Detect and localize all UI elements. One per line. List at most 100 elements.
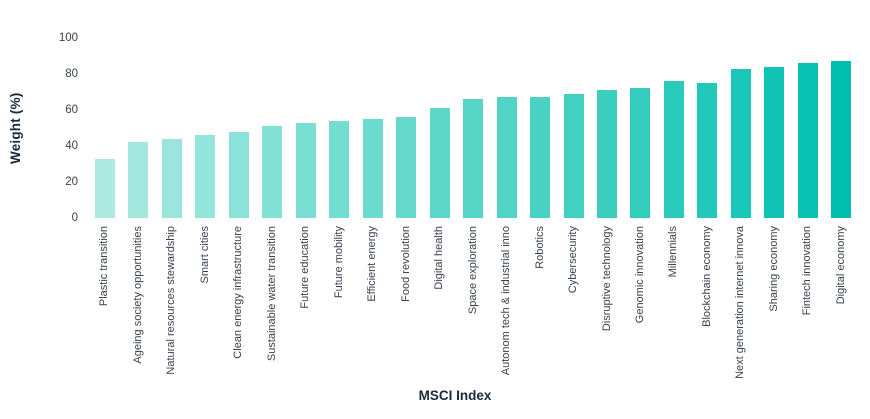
bar-food-revolution: [396, 117, 417, 218]
y-tick-label: 60: [65, 104, 78, 116]
bar-slot: [389, 38, 422, 218]
y-tick-label: 100: [58, 32, 78, 44]
x-tick-label: Natural resources stewardship: [165, 226, 178, 375]
bar-slot: [758, 38, 791, 218]
x-label-slot: Ageing society opportunities: [121, 226, 154, 386]
bar-slot: [322, 38, 355, 218]
bar-slot: [423, 38, 456, 218]
plot-area: [88, 38, 858, 218]
y-tick-label: 80: [65, 68, 78, 80]
x-axis-labels: Plastic transition Ageing society opportu…: [88, 226, 858, 386]
bar-genomic-innovation: [630, 88, 651, 218]
x-label-slot: Smart cities: [188, 226, 221, 386]
bar-slot: [825, 38, 858, 218]
bar-clean-energy-infrastructure: [228, 131, 249, 218]
x-label-slot: Sharing economy: [758, 226, 791, 386]
x-label-slot: Robotics: [523, 226, 556, 386]
x-tick-label: Clean energy infrastructure: [232, 226, 245, 359]
bar-slot: [791, 38, 824, 218]
x-tick-label: Robotics: [533, 226, 546, 269]
bar-space-exploration: [463, 99, 484, 218]
x-label-slot: Disruptive technology: [590, 226, 623, 386]
bar-slot: [289, 38, 322, 218]
bar-slot: [222, 38, 255, 218]
bar-slot: [557, 38, 590, 218]
x-label-slot: Cybersecurity: [557, 226, 590, 386]
bar-slot: [356, 38, 389, 218]
bar-slot: [88, 38, 121, 218]
bar-sharing-economy: [764, 66, 785, 218]
bar-slot: [523, 38, 556, 218]
y-tick-label: 0: [71, 212, 78, 224]
x-label-slot: Space exploration: [456, 226, 489, 386]
x-tick-label: Next generation internet innova: [734, 226, 747, 379]
bar-robotics: [530, 97, 551, 218]
x-label-slot: Millennials: [657, 226, 690, 386]
bar-future-education: [295, 122, 316, 218]
bar-cybersecurity: [563, 93, 584, 218]
bar-millennials: [663, 81, 684, 218]
bar-plastic-transition: [94, 158, 115, 218]
bar-slot: [456, 38, 489, 218]
x-axis-title: MSCI Index: [418, 388, 492, 403]
x-label-slot: Autonom tech & industrial inno: [490, 226, 523, 386]
bar-ageing-society-opportunities: [128, 142, 149, 218]
x-tick-label: Blockchain economy: [700, 226, 713, 327]
bar-sustainable-water-transition: [262, 126, 283, 218]
x-tick-label: Fintech innovation: [801, 226, 814, 316]
x-tick-label: Millennials: [667, 226, 680, 278]
x-label-slot: Clean energy infrastructure: [222, 226, 255, 386]
x-tick-label: Sustainable water transition: [265, 226, 278, 362]
x-label-slot: Fintech innovation: [791, 226, 824, 386]
x-label-slot: Sustainable water transition: [255, 226, 288, 386]
bar-slot: [590, 38, 623, 218]
x-label-slot: Food revolution: [389, 226, 422, 386]
bar-slot: [155, 38, 188, 218]
x-label-slot: Future mobility: [322, 226, 355, 386]
x-tick-label: Food revolution: [399, 226, 412, 302]
x-tick-label: Disruptive technology: [600, 226, 613, 332]
bar-future-mobility: [329, 120, 350, 218]
x-tick-label: Plastic transition: [98, 226, 111, 307]
bar-slot: [490, 38, 523, 218]
x-tick-label: Space exploration: [466, 226, 479, 315]
x-label-slot: Future education: [289, 226, 322, 386]
bar-natural-resources-stewardship: [161, 138, 182, 218]
bar-slot: [691, 38, 724, 218]
x-tick-label: Digital economy: [834, 226, 847, 305]
bar-efficient-energy: [362, 119, 383, 218]
y-tick-label: 40: [65, 140, 78, 152]
x-label-slot: Digital health: [423, 226, 456, 386]
bar-slot: [188, 38, 221, 218]
bar-slot: [255, 38, 288, 218]
x-tick-label: Smart cities: [198, 226, 211, 284]
bar-blockchain-economy: [697, 83, 718, 218]
y-axis-title: Weight (%): [8, 92, 23, 164]
y-tick-label: 20: [65, 176, 78, 188]
x-label-slot: Digital economy: [825, 226, 858, 386]
x-tick-label: Digital health: [433, 226, 446, 290]
bar-digital-economy: [831, 61, 852, 218]
x-tick-label: Future mobility: [332, 226, 345, 299]
x-tick-label: Genomic innovation: [633, 226, 646, 324]
x-label-slot: Efficient energy: [356, 226, 389, 386]
x-label-slot: Blockchain economy: [691, 226, 724, 386]
bar-smart-cities: [195, 135, 216, 218]
y-axis-ticks: 0 20 40 60 80 100: [30, 32, 78, 224]
x-label-slot: Natural resources stewardship: [155, 226, 188, 386]
x-tick-label: Cybersecurity: [567, 226, 580, 294]
bar-next-generation-internet-innova: [730, 68, 751, 218]
bar-slot: [624, 38, 657, 218]
bar-slot: [724, 38, 757, 218]
bar-autonom-tech-industrial-inno: [496, 97, 517, 218]
bar-slot: [657, 38, 690, 218]
x-tick-label: Efficient energy: [366, 226, 379, 302]
x-tick-label: Autonom tech & industrial inno: [500, 226, 513, 376]
x-label-slot: Genomic innovation: [624, 226, 657, 386]
x-tick-label: Ageing society opportunities: [131, 226, 144, 364]
bar-fintech-innovation: [797, 63, 818, 218]
bar-disruptive-technology: [597, 90, 617, 218]
bar-slot: [121, 38, 154, 218]
x-tick-label: Future education: [299, 226, 312, 309]
